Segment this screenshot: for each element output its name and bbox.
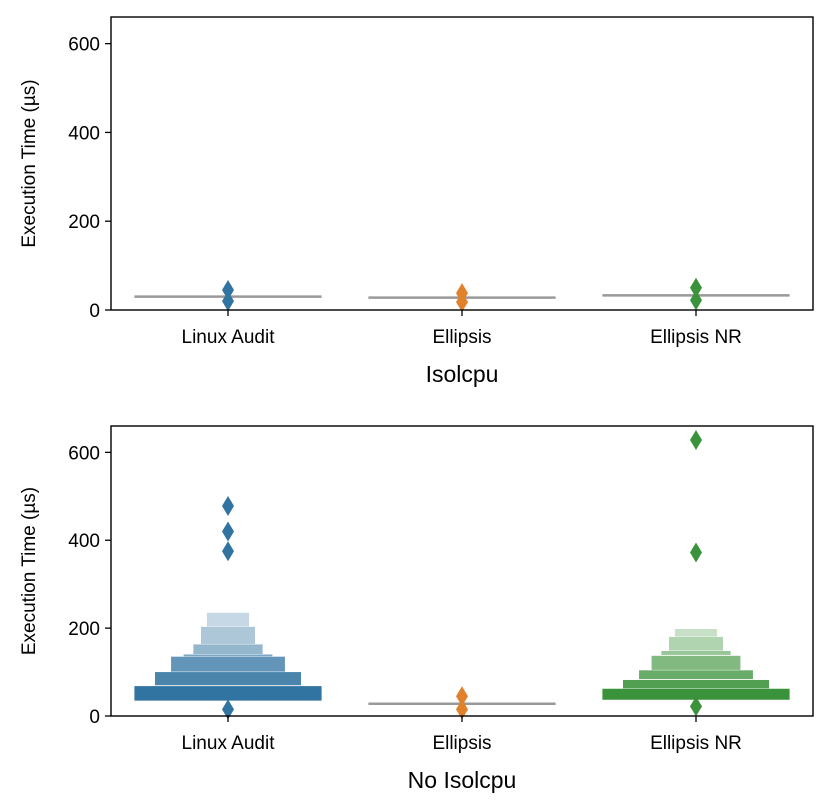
outlier-point <box>222 291 234 312</box>
outlier-point <box>690 430 702 451</box>
boxen-box <box>154 672 302 686</box>
series-linux-audit <box>134 280 322 312</box>
y-tick-label: 200 <box>68 212 100 233</box>
boxen-box <box>674 629 718 637</box>
outlier-point <box>456 283 468 304</box>
boxen-box <box>661 650 731 655</box>
boxen-box <box>668 636 724 651</box>
x-tick-label: Ellipsis NR <box>650 733 742 754</box>
chart-panel-2: 0 200 400 600 Execution Time (µs) Linux Audit… <box>19 425 814 793</box>
x-tick-label: Ellipsis <box>432 327 491 348</box>
boxen-box <box>183 654 273 657</box>
boxen-box <box>639 670 753 680</box>
outlier-point <box>690 277 702 298</box>
x-tick-label: Ellipsis <box>432 733 491 754</box>
plot-frame <box>110 16 814 311</box>
series-ellipsis-nr <box>602 430 790 717</box>
y-tick-label: 200 <box>68 619 100 640</box>
outlier-point <box>222 495 234 516</box>
x-tick-label: Linux Audit <box>182 733 276 754</box>
outlier-point <box>222 541 234 562</box>
y-axis-label: Execution Time (µs) <box>19 79 40 247</box>
y-tick-label: 0 <box>89 301 100 322</box>
outlier-point <box>456 686 468 707</box>
x-axis-label: Isolcpu <box>426 361 499 387</box>
outlier-point <box>222 699 234 720</box>
series-ellipsis-nr <box>602 277 790 311</box>
y-tick-label: 400 <box>68 123 100 144</box>
boxen-box <box>134 686 322 701</box>
outlier-point <box>222 521 234 542</box>
y-tick-label: 400 <box>68 531 100 552</box>
plot-frame <box>110 425 814 717</box>
outlier-point <box>222 280 234 301</box>
y-axis-label: Execution Time (µs) <box>19 487 40 655</box>
x-tick-label: Linux Audit <box>182 327 276 348</box>
boxen-box <box>622 679 770 689</box>
y-tick-label: 600 <box>68 443 100 464</box>
outlier-point <box>456 699 468 720</box>
boxen-box <box>651 655 741 670</box>
outlier-point <box>690 696 702 717</box>
outlier-point <box>690 290 702 311</box>
boxen-box <box>602 688 790 700</box>
boxen-box <box>206 612 250 627</box>
boxen-box <box>171 656 285 672</box>
y-tick-label: 600 <box>68 35 100 56</box>
boxen-box <box>193 644 263 655</box>
boxen-box <box>200 626 256 644</box>
outlier-point <box>690 542 702 563</box>
x-tick-label: Ellipsis NR <box>650 327 742 348</box>
series-ellipsis <box>368 283 556 313</box>
series-ellipsis <box>368 686 556 720</box>
y-tick-label: 0 <box>89 707 100 728</box>
series-linux-audit <box>134 495 322 720</box>
chart-panel-1: 0 200 400 600 Execution Time (µs) Linux Audit… <box>19 16 814 387</box>
x-axis-label: No Isolcpu <box>408 767 517 793</box>
